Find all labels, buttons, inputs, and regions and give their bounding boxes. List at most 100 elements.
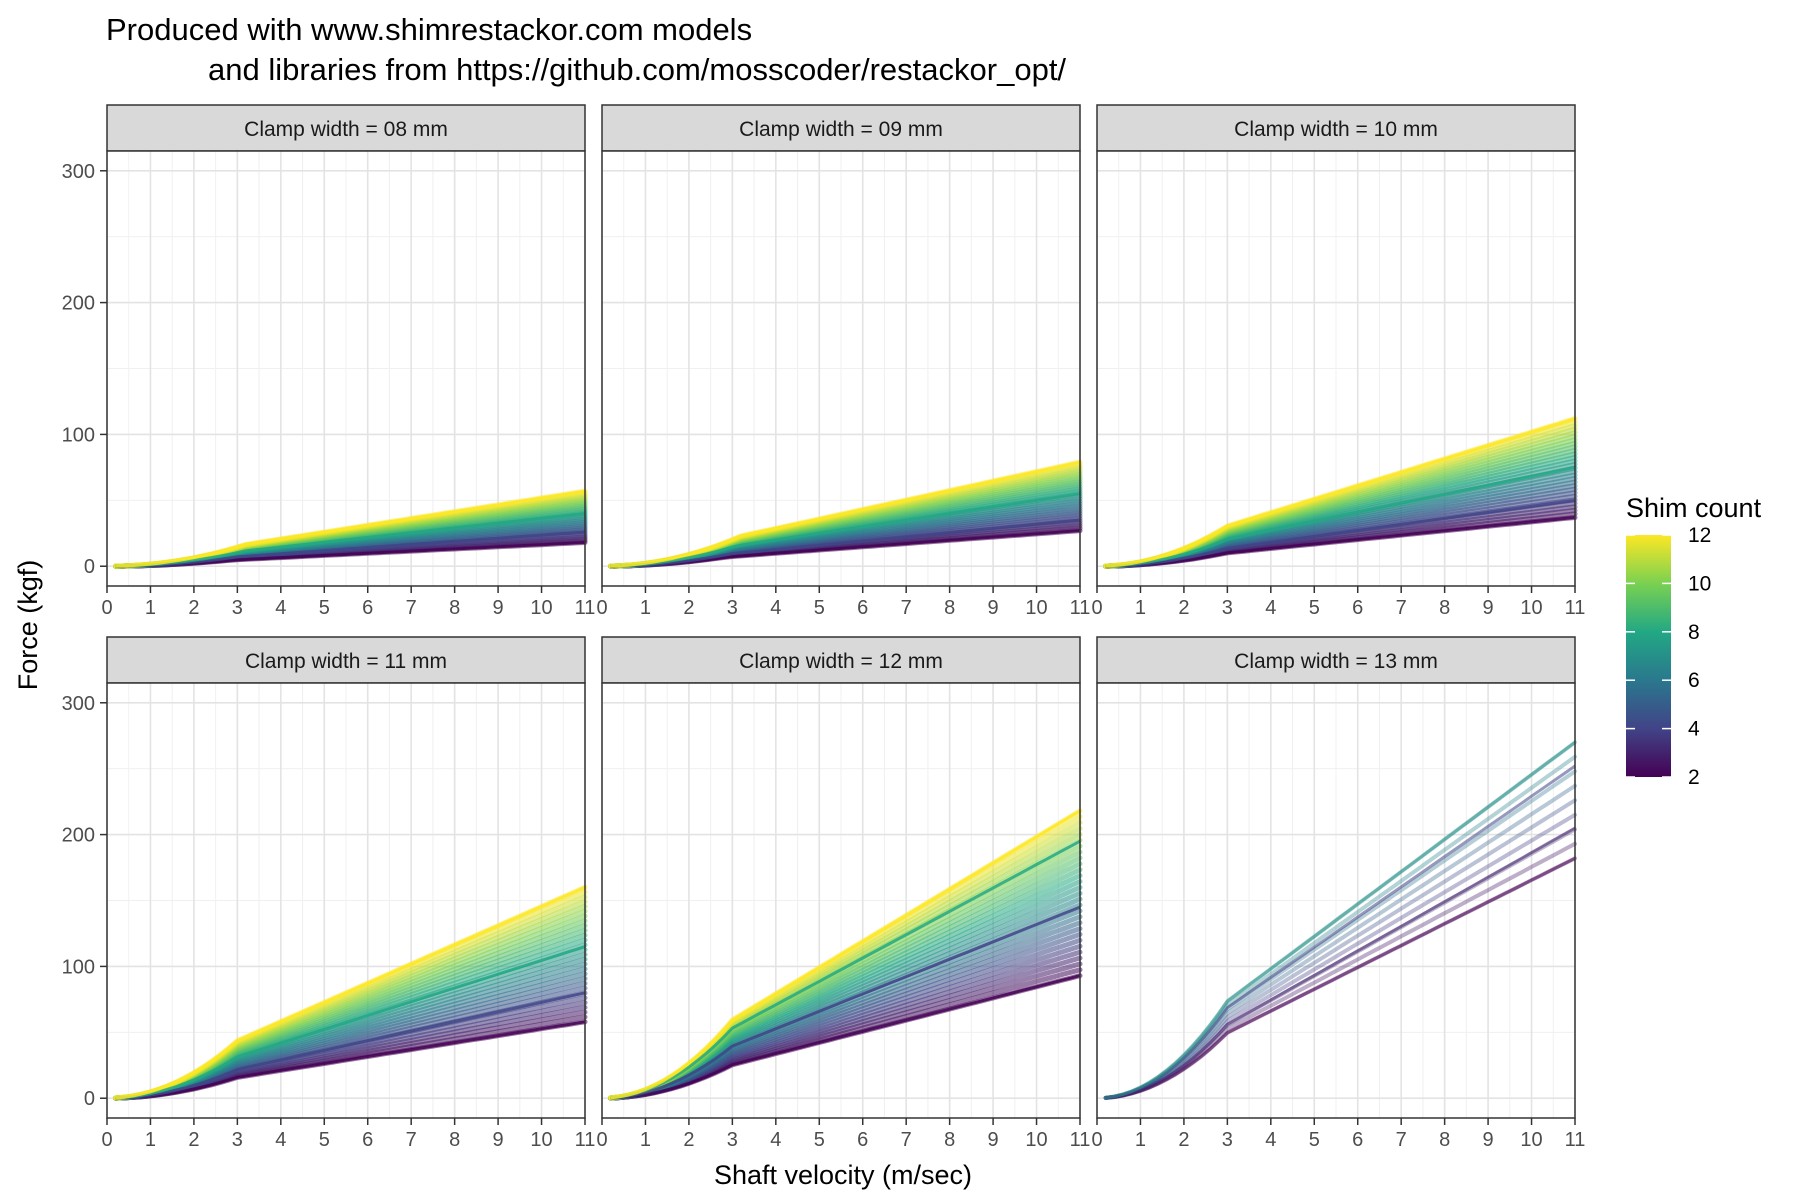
facet-panel: Clamp width = 10 mm 0 1 2 3 4 5 6 7 8 9 10 11 [1091, 104, 1585, 619]
legend-title: Shim count [1626, 493, 1762, 523]
x-tick-label: 11 [1070, 1129, 1091, 1151]
series-line [115, 945, 586, 1100]
y-tick-label: 300 [62, 161, 95, 183]
x-tick-label: 1 [1135, 1129, 1146, 1151]
legend-tick-label: 12 [1688, 524, 1711, 547]
x-tick-label: 2 [1178, 597, 1189, 619]
series-line [1105, 856, 1576, 1100]
x-tick-label: 9 [493, 1129, 504, 1151]
series-line [115, 991, 586, 1100]
x-tick-label: 4 [770, 1129, 781, 1151]
facet-strip-label: Clamp width = 11 mm [245, 650, 447, 673]
x-tick-label: 5 [1309, 597, 1320, 619]
facet-panel: Clamp width = 12 mm 0 1 2 3 4 5 6 7 8 9 10 11 [596, 636, 1091, 1151]
x-tick-label: 9 [988, 1129, 999, 1151]
x-tick-label: 11 [575, 597, 596, 619]
x-tick-label: 6 [362, 597, 373, 619]
x-tick-label: 6 [362, 1129, 373, 1151]
series-line [610, 905, 1081, 1100]
x-tick-label: 10 [1025, 1129, 1047, 1151]
x-tick-label: 8 [449, 597, 460, 619]
series-line [115, 512, 586, 568]
facet-strip-label: Clamp width = 12 mm [739, 650, 943, 673]
x-tick-label: 1 [640, 1129, 651, 1151]
legend-tick-label: 2 [1688, 766, 1700, 789]
y-axis-title: Force (kgf) [13, 560, 43, 691]
x-tick-label: 3 [1222, 597, 1233, 619]
y-tick-label: 100 [62, 956, 95, 978]
x-tick-label: 11 [1070, 597, 1091, 619]
x-tick-label: 0 [596, 1129, 607, 1151]
panel-border [1096, 682, 1576, 1119]
x-tick-label: 10 [1520, 597, 1542, 619]
series-line [1103, 798, 1577, 1100]
x-tick-label: 10 [530, 1129, 552, 1151]
series-line [610, 839, 1081, 1100]
x-tick-label: 0 [1091, 1129, 1102, 1151]
facet-strip-label: Clamp width = 09 mm [739, 118, 943, 141]
x-axis-title: Shaft velocity (m/sec) [714, 1160, 972, 1190]
legend-colorbar [1626, 535, 1671, 777]
x-tick-label: 6 [1352, 597, 1363, 619]
legend-tick-label: 10 [1688, 572, 1711, 595]
x-tick-label: 0 [101, 597, 112, 619]
legend-tick-label: 8 [1688, 621, 1700, 644]
x-tick-label: 1 [145, 1129, 156, 1151]
series-line [610, 518, 1081, 568]
legend-ticks: 12 10 8 6 4 2 [1626, 524, 1711, 789]
series-line [1103, 783, 1577, 1100]
y-tick-label: 300 [62, 693, 95, 715]
x-tick-label: 11 [575, 1129, 596, 1151]
series-line [610, 460, 1081, 568]
x-tick-label: 9 [988, 597, 999, 619]
legend-tick-label: 6 [1688, 669, 1700, 692]
x-tick-label: 7 [406, 1129, 417, 1151]
x-tick-label: 3 [727, 597, 738, 619]
series-line [115, 1020, 586, 1100]
facet-panel: Clamp width = 13 mm 0 1 2 3 4 5 6 7 8 9 10 11 [1091, 636, 1585, 1151]
x-tick-label: 0 [101, 1129, 112, 1151]
x-tick-label: 9 [1483, 1129, 1494, 1151]
series-line [115, 489, 586, 568]
x-tick-label: 5 [1309, 1129, 1320, 1151]
panel-border [1096, 150, 1576, 587]
y-tick-label: 200 [62, 825, 95, 847]
series-line [115, 885, 586, 1100]
legend-tick-label: 4 [1688, 718, 1700, 741]
panel-border [601, 682, 1081, 1119]
x-tick-label: 5 [814, 1129, 825, 1151]
series-line [610, 492, 1081, 568]
y-tick-label: 200 [62, 293, 95, 315]
x-tick-label: 6 [857, 597, 868, 619]
x-tick-label: 7 [901, 1129, 912, 1151]
facet-strip [601, 636, 1081, 684]
series-line [1105, 516, 1576, 568]
x-tick-label: 2 [1178, 1129, 1189, 1151]
x-tick-label: 3 [232, 1129, 243, 1151]
x-tick-label: 4 [770, 597, 781, 619]
facet-strip-label: Clamp width = 10 mm [1234, 118, 1438, 141]
series-line [115, 530, 586, 568]
x-tick-label: 2 [683, 1129, 694, 1151]
x-tick-label: 4 [1265, 1129, 1276, 1151]
facet-panel: Clamp width = 08 mm 0 1 2 3 4 5 6 7 8 9 10 11 0 100 200… [62, 104, 596, 619]
y-tick-label: 100 [62, 424, 95, 446]
x-tick-label: 7 [1396, 1129, 1407, 1151]
series-line [1105, 826, 1576, 1100]
series-line [1105, 741, 1576, 1100]
x-tick-label: 10 [530, 597, 552, 619]
y-tick-label: 0 [84, 556, 95, 578]
facet-strip [106, 104, 586, 152]
x-tick-label: 2 [683, 597, 694, 619]
x-tick-label: 3 [232, 597, 243, 619]
x-tick-label: 6 [1352, 1129, 1363, 1151]
x-tick-label: 9 [493, 597, 504, 619]
series-line [1105, 417, 1576, 568]
chart-title-line-1: Produced with www.shimrestackor.com mode… [106, 12, 752, 47]
facet-panel: Clamp width = 11 mm 0 1 2 3 4 5 6 7 8 9 10 11 0 100 200… [62, 636, 596, 1151]
facet-panels: Clamp width = 08 mm0 1 2 3 4 5 6 7 8 9 10 110100200… [62, 104, 1585, 1151]
panel-border [106, 150, 586, 587]
series-line [610, 974, 1081, 1100]
y-tick-label: 0 [84, 1088, 95, 1110]
